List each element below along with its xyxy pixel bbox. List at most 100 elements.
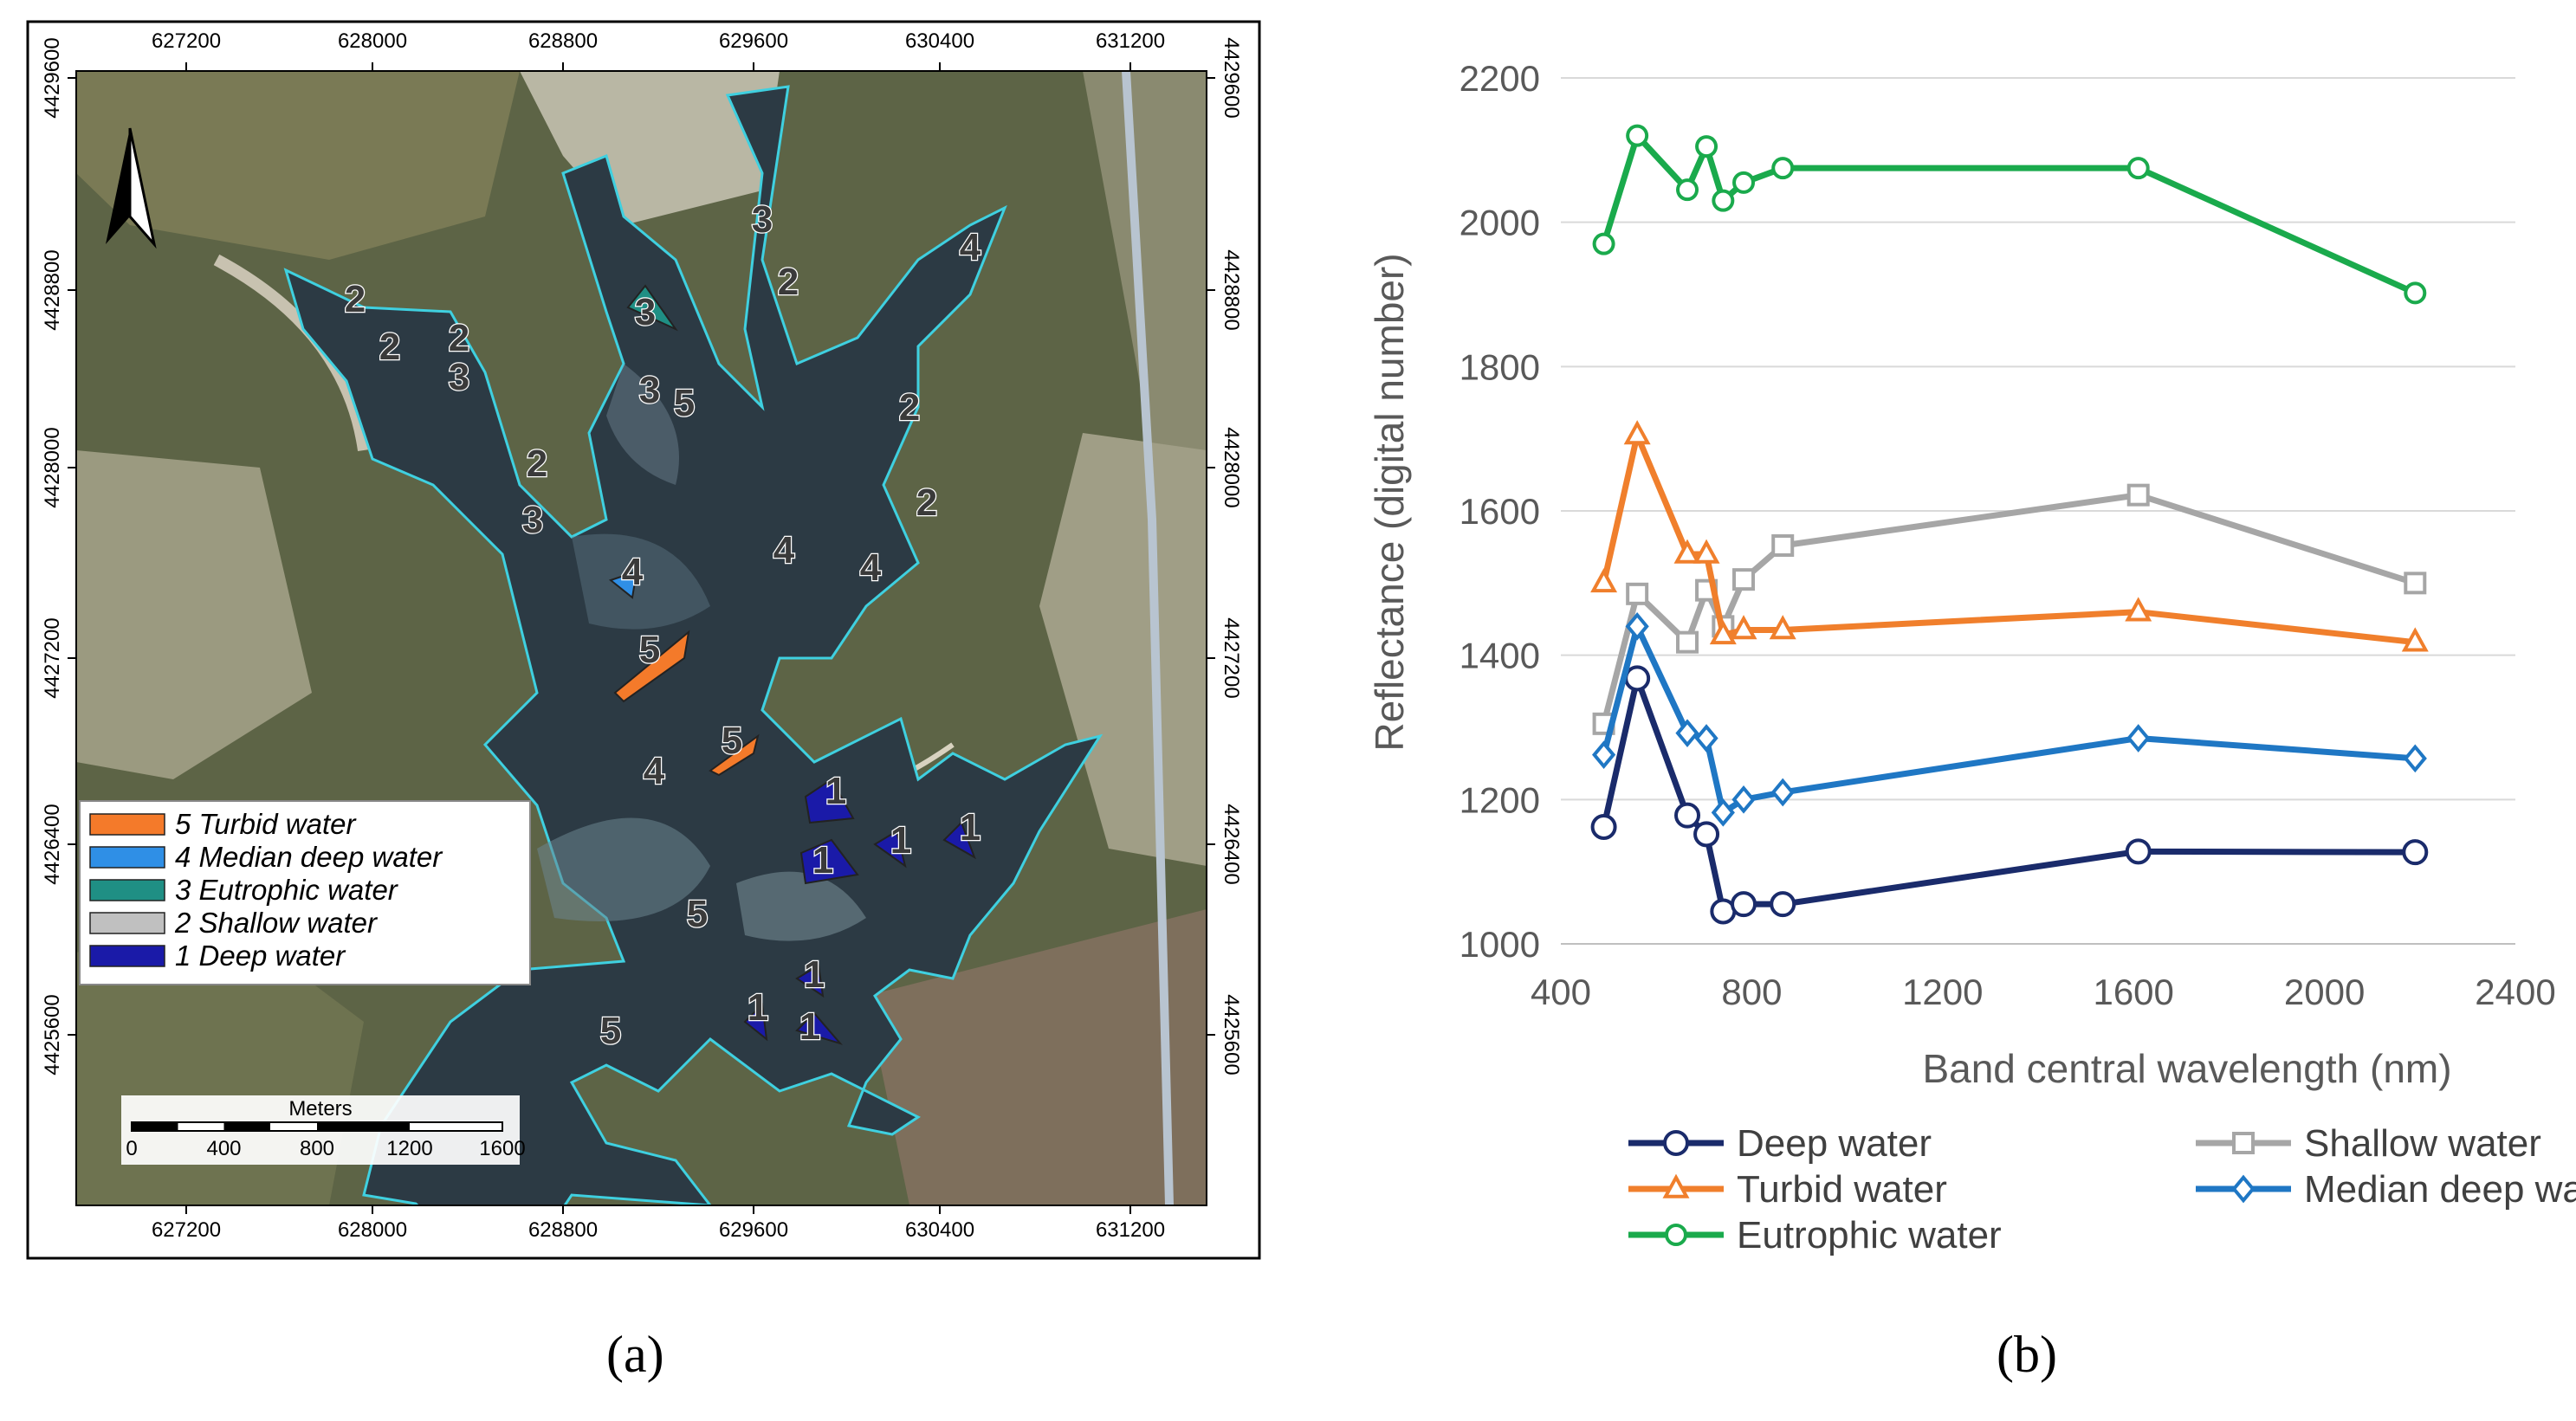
data-point-median-deep-water [1731,785,1756,814]
scale-label: 0 [126,1137,137,1160]
x-tick-label: 2400 [2475,972,2555,1012]
deep-sample-polygon [799,838,859,885]
map-y-tick-label-right: 4428800 [1220,249,1243,330]
map-coordinate-ticks: 627200 627200 628000 628000 628800 628800 6296… [41,29,1243,1242]
x-tick-labels: 400 800 1200 1600 2000 2400 [1531,972,2556,1012]
map-x-tick-label-bottom: 628000 [338,1218,407,1242]
data-point-turbid-water [1693,539,1720,564]
class-label-2: 2 [778,261,799,303]
data-point-eutrophic-water [2404,281,2427,305]
class-label-2: 2 [899,386,920,429]
legend-swatch [89,945,165,967]
map-figure: 627200 627200 628000 628000 628800 628800 6296… [26,20,1261,1260]
class-label-1: 1 [804,953,825,996]
y-tick-label: 1400 [1460,636,1540,676]
data-point-deep-water [2402,839,2429,866]
data-point-deep-water [1624,665,1651,692]
chart-legend: Deep water Shallow water Turbid water Media… [1628,1122,2576,1256]
scale-bar [131,1121,503,1132]
x-axis-label: Band central wavelength (nm) [1922,1046,2451,1091]
data-point-deep-water [2125,838,2152,865]
map-y-tick-label-right: 4426400 [1220,804,1243,884]
class-label-3: 3 [635,291,656,333]
scale-bar-title: Meters [288,1097,352,1121]
chart-gridlines [1561,77,2515,801]
data-point-median-deep-water [2126,724,2151,752]
data-point-deep-water [1693,821,1720,848]
legend-label-deep-water: Deep water [1737,1122,1932,1165]
legend-label-eutrophic-water: Eutrophic water [1737,1214,2002,1256]
deep-sample-polygon [795,1011,843,1045]
x-tick-label: 1600 [2093,972,2173,1012]
class-label-2: 2 [449,317,469,359]
y-tick-label: 1600 [1460,491,1540,532]
data-point-legend-deep-water [1663,1130,1689,1156]
data-point-legend-median-deep-water [2231,1174,2256,1204]
data-point-median-deep-water [1711,798,1735,827]
x-tick-label: 800 [1721,972,1782,1012]
chart-panel: 1000 1200 1400 1600 1800 2000 2200 400 800 1200 1… [1317,0,2576,1421]
data-point-deep-water [1770,891,1796,918]
median-deep-sample-polygon [608,570,638,599]
turbid-sample-polygon [709,733,760,777]
scale-label: 800 [300,1137,334,1160]
data-point-median-deep-water [1591,740,1616,769]
class-label-3: 3 [449,356,469,398]
legend-swatch [89,846,165,869]
series-line-shallow-water [1601,492,2417,725]
series-line-deep-water [1601,675,2416,914]
scale-label: 400 [206,1137,241,1160]
data-point-shallow-water [2126,483,2150,507]
legend-label-turbid-water: Turbid water [1737,1168,1947,1211]
scale-label: 1600 [479,1137,525,1160]
data-point-eutrophic-water [1712,189,1735,212]
data-point-shallow-water [1771,534,1795,557]
data-point-turbid-water [1769,615,1796,640]
y-tick-label: 1800 [1460,346,1540,387]
data-point-median-deep-water [1625,612,1649,641]
data-point-eutrophic-water [2126,157,2150,180]
eutrophic-sample-polygon [626,284,678,332]
map-y-tick-label-right: 4425600 [1220,994,1243,1075]
map-y-tick-label-left: 4427200 [41,617,64,698]
data-point-shallow-water [1626,582,1649,605]
class-label-2: 2 [916,481,937,524]
map-y-tick-label-left: 4428800 [41,249,64,330]
data-point-legend-shallow-water [2232,1132,2255,1154]
map-y-tick-label-left: 4426400 [41,804,64,884]
class-label-1: 1 [748,986,768,1029]
data-point-deep-water [1731,891,1757,918]
class-label-1: 1 [960,806,981,849]
series-median-deep-water [1591,612,2427,827]
legend-label-median-deep-water: Median deep water [2304,1168,2576,1211]
map-panel: 627200 627200 628000 628000 628800 628800 6296… [0,0,1282,1421]
map-x-tick-label-bottom: 627200 [152,1218,221,1242]
map-x-tick-label-top: 631200 [1096,29,1165,53]
class-label-2: 2 [345,278,366,320]
data-point-eutrophic-water [1676,178,1699,202]
x-tick-label: 1200 [1902,972,1983,1012]
data-point-turbid-water [2125,597,2152,622]
data-point-median-deep-water [2403,744,2427,773]
map-y-tick-label-right: 4427200 [1220,617,1243,698]
data-point-turbid-water [1590,567,1618,593]
y-tick-label: 2200 [1460,58,1540,99]
class-label-4: 4 [622,551,644,593]
class-label-3: 3 [639,369,660,411]
data-point-median-deep-water [1770,778,1795,807]
legend-label: 5 Turbid water [175,808,357,840]
class-label-4: 4 [860,546,882,589]
data-point-turbid-water [1730,615,1757,640]
map-x-tick-label-bottom: 629600 [719,1218,788,1242]
data-point-shallow-water [1676,630,1699,654]
map-y-tick-label-left: 4429600 [41,37,64,118]
map-caption: (a) [606,1326,664,1383]
series-deep-water [1590,665,2429,925]
map-x-tick-label-top: 629600 [719,29,788,53]
series-line-median-deep-water [1601,623,2416,816]
data-point-median-deep-water [1694,724,1718,752]
y-axis-label: Reflectance (digital number) [1367,253,1412,751]
class-label-1: 1 [799,1005,820,1048]
